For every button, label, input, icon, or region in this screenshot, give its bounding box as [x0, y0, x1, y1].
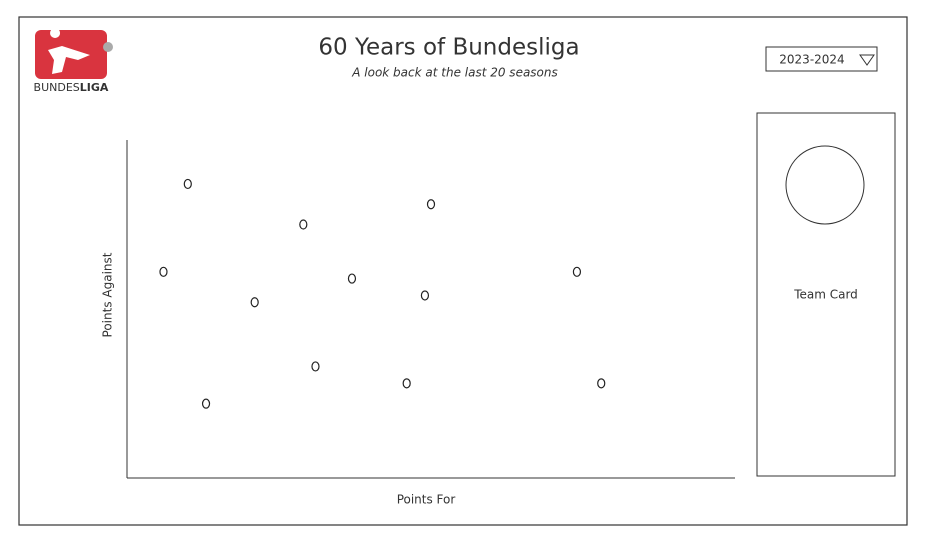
- subtitle: A look back at the last 20 seasons: [351, 66, 558, 80]
- dropdown-value[interactable]: 2023-2024: [779, 53, 844, 67]
- logo-ball: [103, 42, 113, 52]
- frame: [18, 16, 908, 526]
- y-axis-label: Points Against: [101, 252, 115, 337]
- logo-figure: [48, 28, 90, 74]
- scatter-point: [347, 273, 357, 284]
- scatter-point: [201, 398, 211, 409]
- scatter-point: [250, 297, 259, 308]
- dropdown-box[interactable]: [765, 46, 878, 72]
- logo-text: BUNDESLIGA: [34, 81, 109, 94]
- scatter-point: [183, 178, 192, 190]
- scatter-point: [597, 378, 606, 389]
- card-box: [756, 112, 896, 477]
- scatter-point: [299, 219, 308, 230]
- scatter-point: [159, 266, 168, 277]
- scatter-point: [420, 290, 430, 301]
- scatter-point: [572, 266, 582, 277]
- title: 60 Years of Bundesliga: [318, 35, 579, 61]
- scatter-point: [402, 378, 411, 389]
- card-avatar: [785, 145, 865, 225]
- logo-text-light: BUNDES: [34, 81, 80, 94]
- season-dropdown[interactable]: 2023-2024: [765, 46, 878, 72]
- scatter-point: [311, 361, 320, 372]
- logo-text-bold: LIGA: [80, 81, 109, 94]
- scatter-point: [426, 199, 436, 210]
- card-label: Team Card: [793, 288, 858, 302]
- logo: BUNDESLIGA: [34, 28, 113, 94]
- x-axis-label: Points For: [397, 493, 456, 507]
- dropdown-arrow[interactable]: [859, 54, 875, 66]
- team-card: Team Card: [756, 112, 896, 477]
